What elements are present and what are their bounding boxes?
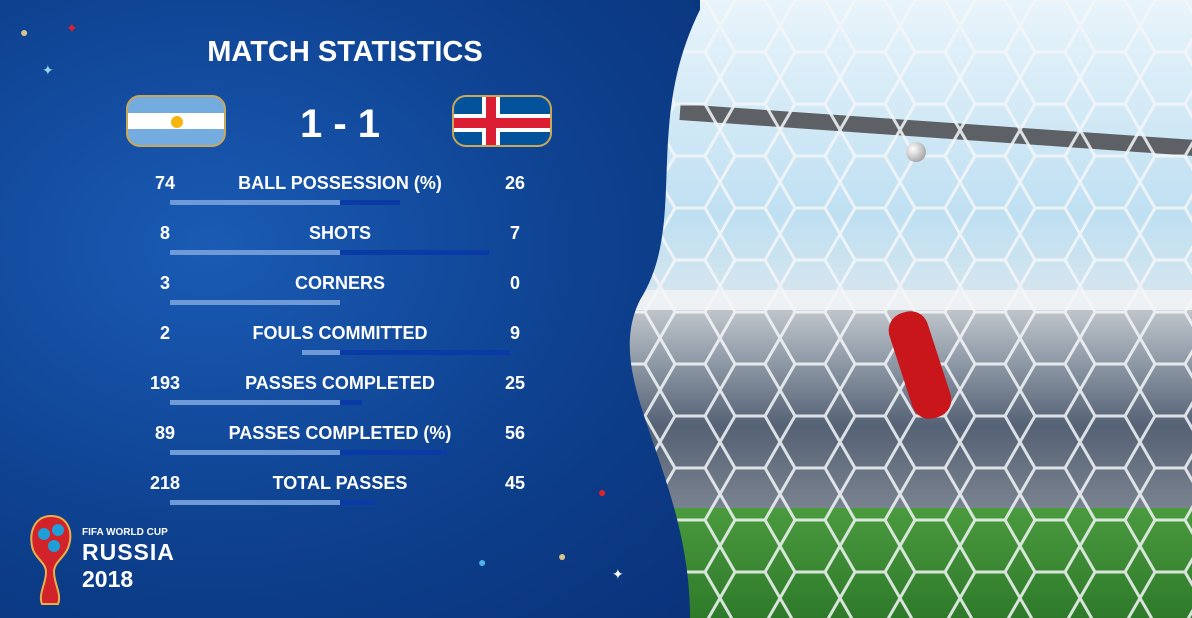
iceland-flag-icon [452, 95, 552, 147]
away-value: 9 [509, 323, 520, 343]
sparkle-icon: ● [478, 554, 487, 570]
stat-label: TOTAL PASSES [272, 473, 408, 493]
ball [906, 142, 926, 162]
sparkle-icon: ✦ [66, 20, 78, 36]
stat-row: 3 CORNERS 0 [140, 272, 540, 312]
world-cup-trophy-logo [30, 514, 72, 605]
away-bar [340, 450, 447, 455]
sparkle-icon: ✦ [612, 566, 624, 582]
stat-label: PASSES COMPLETED (%) [228, 423, 452, 443]
away-value: 0 [509, 273, 520, 293]
home-value: 193 [149, 373, 181, 393]
sparkle-icon: ● [20, 24, 29, 40]
stat-row: 8 SHOTS 7 [140, 222, 540, 262]
home-bar [170, 200, 340, 205]
stat-label: PASSES COMPLETED [245, 373, 435, 393]
sparkle-icon: ✦ [42, 62, 54, 78]
stat-label: SHOTS [308, 223, 371, 243]
world-cup-wordmark: FIFA WORLD CUP RUSSIA 2018 [82, 526, 175, 593]
stat-row: 74 BALL POSSESSION (%) 26 [140, 172, 540, 212]
logo-line2: RUSSIA [82, 539, 175, 565]
stat-label: CORNERS [294, 273, 385, 293]
logo-line3: 2018 [82, 566, 134, 592]
home-bar [170, 250, 340, 255]
home-bar [170, 400, 340, 405]
stats-panel [0, 0, 700, 618]
stat-label: FOULS COMMITTED [252, 323, 428, 343]
home-value: 74 [154, 173, 176, 193]
goalkeeper-photo [600, 0, 1192, 618]
away-value: 56 [504, 423, 526, 443]
away-bar [340, 350, 510, 355]
home-value: 218 [149, 473, 181, 493]
away-value: 26 [504, 173, 526, 193]
logo-line1: FIFA WORLD CUP [82, 527, 168, 538]
home-bar [170, 450, 340, 455]
home-value: 2 [159, 323, 170, 343]
stat-row: 193 PASSES COMPLETED 25 [140, 372, 540, 412]
home-bar [170, 300, 340, 305]
sparkle-icon: ● [598, 484, 607, 500]
score: 1 - 1 [299, 102, 381, 146]
away-bar [340, 400, 363, 405]
page-title: MATCH STATISTICS [207, 36, 483, 68]
home-value: 89 [154, 423, 176, 443]
away-value: 25 [504, 373, 526, 393]
away-bar [340, 200, 400, 205]
stat-row: 218 TOTAL PASSES 45 [140, 472, 540, 512]
stat-row: 2 FOULS COMMITTED 9 [140, 322, 540, 362]
sparkle-icon: ● [558, 548, 567, 564]
home-bar [170, 500, 340, 505]
goal-net [600, 0, 1192, 618]
home-bar [302, 350, 340, 355]
away-value: 7 [509, 223, 520, 243]
home-value: 3 [159, 273, 170, 293]
argentina-flag-icon [126, 95, 226, 147]
away-bar [340, 500, 376, 505]
away-bar [340, 250, 489, 255]
home-value: 8 [159, 223, 170, 243]
stat-row: 89 PASSES COMPLETED (%) 56 [140, 422, 540, 462]
away-value: 45 [504, 473, 526, 493]
stat-label: BALL POSSESSION (%) [238, 173, 442, 193]
